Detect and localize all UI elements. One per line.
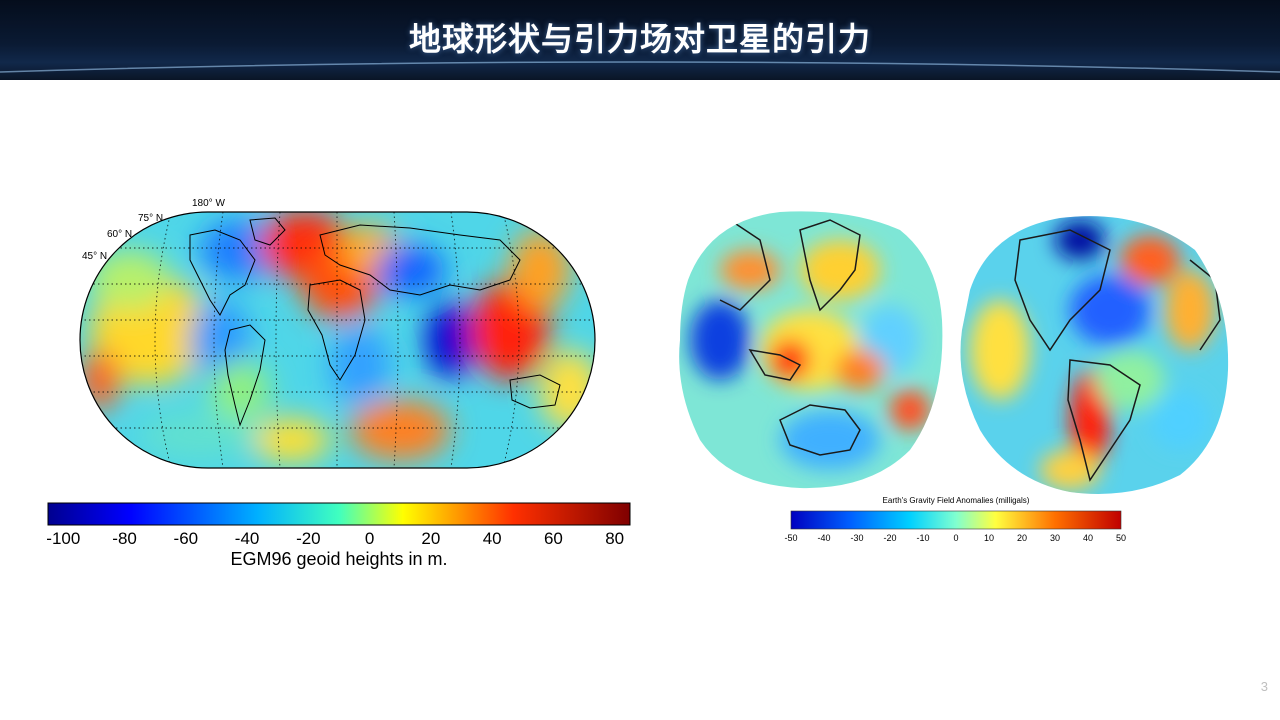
gravity-caption: Earth's Gravity Field Anomalies (milliga… [882, 496, 1030, 505]
gravity-tick-label: -20 [883, 533, 897, 543]
lat-label-45n: 45° N [82, 251, 108, 262]
page-title: 地球形状与引力场对卫星的引力 [408, 20, 871, 58]
gravity-anomaly-figure [679, 211, 1229, 530]
gravity-tick-label: 40 [1082, 533, 1093, 543]
gravity-tick-label: -30 [850, 533, 864, 543]
gravity-tick-label: 30 [1049, 533, 1060, 543]
geoid-tick-label: -60 [173, 529, 199, 548]
gravity-colorbar [790, 510, 1122, 530]
earth-horizon-glow [0, 55, 1280, 80]
gravity-tick-label: 20 [1016, 533, 1027, 543]
globe-americas [960, 216, 1229, 494]
gravity-tick-label: 50 [1115, 533, 1126, 543]
geoid-tick-label: 0 [364, 529, 375, 548]
geoid-tick-label: 20 [421, 529, 441, 548]
gravity-tick-label: -50 [784, 533, 798, 543]
geoid-map [79, 211, 596, 469]
header-banner: 地球形状与引力场对卫星的引力 [0, 0, 1280, 80]
gravity-tick-label: 0 [953, 533, 959, 543]
geoid-tick-label: 40 [482, 529, 502, 548]
gravity-tick-label: -40 [817, 533, 831, 543]
geoid-colorbar-label: EGM96 geoid heights in m. [230, 549, 448, 569]
geoid-tick-label: -80 [112, 529, 137, 548]
geoid-map-figure [47, 211, 631, 526]
geoid-tick-label: -40 [234, 529, 260, 548]
geoid-tick-label: -100 [46, 529, 81, 548]
lat-label-75n: 75° N [138, 213, 164, 224]
geoid-tick-label: -20 [296, 529, 321, 548]
globe-asia-pacific [679, 211, 943, 489]
lat-label-180w: 180° W [192, 198, 225, 209]
lat-label-60n: 60° N [107, 229, 133, 240]
geoid-colorbar [47, 502, 631, 526]
geoid-tick-label: 60 [543, 529, 563, 548]
geoid-tick-label: 80 [605, 529, 625, 548]
page-number: 3 [1260, 679, 1268, 694]
gravity-tick-label: 10 [983, 533, 994, 543]
gravity-tick-label: -10 [916, 533, 930, 543]
